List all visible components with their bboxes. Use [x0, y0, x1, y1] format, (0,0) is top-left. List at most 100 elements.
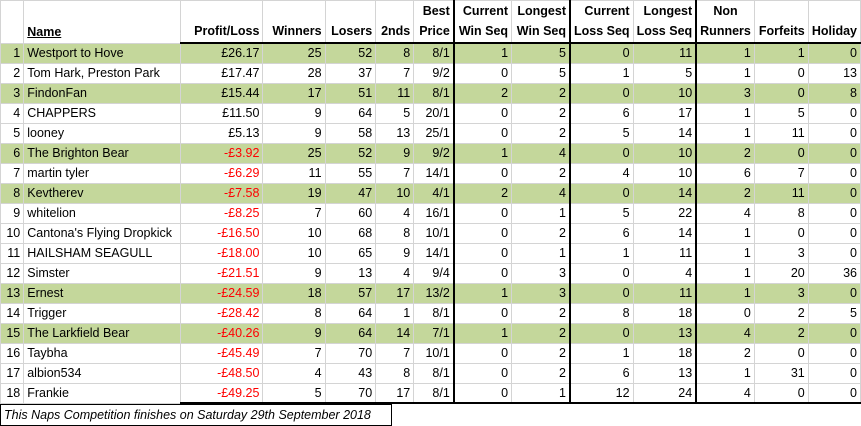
- cell-losers[interactable]: 52: [324, 42, 377, 64]
- cell-seconds[interactable]: 8: [375, 222, 415, 244]
- cell-position[interactable]: 9: [0, 202, 25, 224]
- cell-best-price[interactable]: 9/4: [413, 262, 455, 284]
- cell-current-loss-seq[interactable]: 0: [568, 282, 634, 304]
- cell-name[interactable]: Cantona's Flying Dropkick: [23, 222, 181, 244]
- cell-name[interactable]: whitelion: [23, 202, 181, 224]
- cell-longest-loss-seq[interactable]: 10: [632, 142, 698, 164]
- cell-seconds[interactable]: 7: [375, 342, 415, 364]
- cell-longest-loss-seq[interactable]: 24: [632, 382, 698, 404]
- cell-longest-loss-seq[interactable]: 17: [632, 102, 698, 124]
- cell-current-loss-seq[interactable]: 6: [568, 222, 634, 244]
- cell-current-win-seq[interactable]: 0: [452, 362, 513, 384]
- cell-best-price[interactable]: 13/2: [413, 282, 455, 304]
- cell-holiday[interactable]: 0: [807, 242, 861, 264]
- cell-profit-loss[interactable]: -£7.58: [179, 182, 264, 204]
- cell-longest-win-seq[interactable]: 2: [511, 322, 572, 344]
- header-name[interactable]: Name: [23, 0, 181, 44]
- cell-profit-loss[interactable]: -£21.51: [179, 262, 264, 284]
- cell-longest-win-seq[interactable]: 1: [511, 242, 572, 264]
- cell-longest-loss-seq[interactable]: 5: [632, 62, 698, 84]
- cell-seconds[interactable]: 14: [375, 322, 415, 344]
- cell-winners[interactable]: 4: [262, 362, 326, 384]
- cell-losers[interactable]: 13: [324, 262, 377, 284]
- cell-winners[interactable]: 25: [262, 142, 326, 164]
- header-longest-loss-seq[interactable]: Longest Loss Seq: [632, 0, 698, 44]
- cell-non-runners[interactable]: 4: [695, 322, 755, 344]
- cell-current-loss-seq[interactable]: 8: [568, 302, 634, 324]
- cell-seconds[interactable]: 9: [375, 142, 415, 164]
- cell-profit-loss[interactable]: £26.17: [179, 42, 264, 64]
- cell-longest-loss-seq[interactable]: 14: [632, 222, 698, 244]
- cell-current-win-seq[interactable]: 0: [452, 202, 513, 224]
- cell-best-price[interactable]: 8/1: [413, 382, 455, 404]
- cell-longest-loss-seq[interactable]: 18: [632, 302, 698, 324]
- cell-best-price[interactable]: 8/1: [413, 82, 455, 104]
- cell-current-win-seq[interactable]: 0: [452, 102, 513, 124]
- cell-current-loss-seq[interactable]: 1: [568, 342, 634, 364]
- cell-seconds[interactable]: 11: [375, 82, 415, 104]
- cell-seconds[interactable]: 8: [375, 362, 415, 384]
- cell-non-runners[interactable]: 2: [695, 182, 755, 204]
- cell-holiday[interactable]: 0: [807, 142, 861, 164]
- cell-profit-loss[interactable]: -£40.26: [179, 322, 264, 344]
- cell-seconds[interactable]: 13: [375, 122, 415, 144]
- cell-position[interactable]: 15: [0, 322, 25, 344]
- cell-non-runners[interactable]: 1: [695, 362, 755, 384]
- cell-current-win-seq[interactable]: 1: [452, 282, 513, 304]
- cell-winners[interactable]: 8: [262, 302, 326, 324]
- cell-forfeits[interactable]: 11: [753, 182, 809, 204]
- cell-position[interactable]: 11: [0, 242, 25, 264]
- header-non-runners[interactable]: Non Runners: [695, 0, 755, 44]
- cell-longest-loss-seq[interactable]: 4: [632, 262, 698, 284]
- cell-longest-loss-seq[interactable]: 22: [632, 202, 698, 224]
- cell-forfeits[interactable]: 0: [753, 142, 809, 164]
- cell-losers[interactable]: 51: [324, 82, 377, 104]
- cell-best-price[interactable]: 10/1: [413, 222, 455, 244]
- cell-profit-loss[interactable]: -£6.29: [179, 162, 264, 184]
- cell-losers[interactable]: 58: [324, 122, 377, 144]
- cell-name[interactable]: Westport to Hove: [23, 42, 181, 64]
- cell-forfeits[interactable]: 2: [753, 322, 809, 344]
- cell-seconds[interactable]: 1: [375, 302, 415, 324]
- cell-current-loss-seq[interactable]: 5: [568, 202, 634, 224]
- cell-holiday[interactable]: 8: [807, 82, 861, 104]
- cell-non-runners[interactable]: 1: [695, 102, 755, 124]
- cell-profit-loss[interactable]: £11.50: [179, 102, 264, 124]
- cell-losers[interactable]: 70: [324, 382, 377, 404]
- cell-forfeits[interactable]: 3: [753, 242, 809, 264]
- cell-longest-win-seq[interactable]: 2: [511, 362, 572, 384]
- cell-longest-win-seq[interactable]: 4: [511, 182, 572, 204]
- cell-winners[interactable]: 10: [262, 242, 326, 264]
- cell-position[interactable]: 12: [0, 262, 25, 284]
- cell-seconds[interactable]: 9: [375, 242, 415, 264]
- cell-forfeits[interactable]: 3: [753, 282, 809, 304]
- cell-longest-win-seq[interactable]: 1: [511, 202, 572, 224]
- cell-current-loss-seq[interactable]: 1: [568, 62, 634, 84]
- cell-profit-loss[interactable]: £15.44: [179, 82, 264, 104]
- cell-holiday[interactable]: 0: [807, 222, 861, 244]
- cell-holiday[interactable]: 36: [807, 262, 861, 284]
- cell-holiday[interactable]: 0: [807, 282, 861, 304]
- cell-current-loss-seq[interactable]: 1: [568, 242, 634, 264]
- cell-current-win-seq[interactable]: 2: [452, 182, 513, 204]
- cell-profit-loss[interactable]: -£45.49: [179, 342, 264, 364]
- cell-current-loss-seq[interactable]: 0: [568, 82, 634, 104]
- cell-longest-win-seq[interactable]: 2: [511, 302, 572, 324]
- cell-losers[interactable]: 55: [324, 162, 377, 184]
- cell-profit-loss[interactable]: -£18.00: [179, 242, 264, 264]
- cell-longest-loss-seq[interactable]: 18: [632, 342, 698, 364]
- cell-name[interactable]: CHAPPERS: [23, 102, 181, 124]
- cell-current-loss-seq[interactable]: 0: [568, 182, 634, 204]
- cell-profit-loss[interactable]: -£16.50: [179, 222, 264, 244]
- cell-winners[interactable]: 9: [262, 322, 326, 344]
- cell-longest-loss-seq[interactable]: 14: [632, 182, 698, 204]
- cell-profit-loss[interactable]: -£24.59: [179, 282, 264, 304]
- cell-non-runners[interactable]: 2: [695, 342, 755, 364]
- cell-losers[interactable]: 37: [324, 62, 377, 84]
- cell-position[interactable]: 4: [0, 102, 25, 124]
- cell-position[interactable]: 8: [0, 182, 25, 204]
- cell-winners[interactable]: 7: [262, 342, 326, 364]
- cell-forfeits[interactable]: 11: [753, 122, 809, 144]
- cell-best-price[interactable]: 4/1: [413, 182, 455, 204]
- cell-current-win-seq[interactable]: 0: [452, 382, 513, 404]
